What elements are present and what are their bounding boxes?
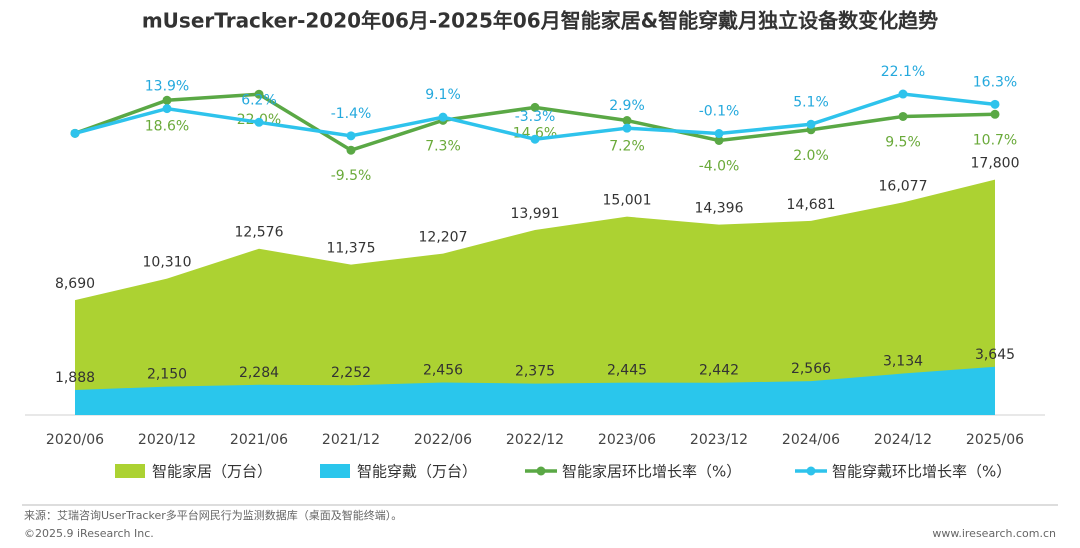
legend-swatch — [320, 464, 350, 478]
data-label: -0.1% — [699, 104, 740, 120]
legend-label: 智能穿戴环比增长率（%） — [832, 463, 1011, 481]
line-point — [622, 123, 632, 133]
data-label: 2,284 — [239, 365, 279, 381]
data-label: 6.2% — [241, 92, 277, 108]
line-point — [530, 134, 540, 144]
line-point — [622, 116, 632, 126]
legend-label: 智能穿戴（万台） — [357, 463, 477, 481]
chart-title: mUserTracker-2020年06月-2025年06月智能家居&智能穿戴月… — [142, 9, 938, 33]
x-tick-label: 2020/12 — [138, 432, 196, 448]
data-label: 7.2% — [609, 139, 645, 155]
data-label: 15,001 — [603, 193, 652, 209]
legend-swatch — [536, 466, 546, 476]
x-tick-label: 2023/06 — [598, 432, 656, 448]
data-label: -1.4% — [331, 106, 372, 122]
line-point — [162, 104, 172, 114]
line-point — [346, 145, 356, 155]
data-label: 2,445 — [607, 363, 647, 379]
source-note: 来源：艾瑞咨询UserTracker多平台网民行为监测数据库（桌面及智能终端）。 — [24, 508, 402, 522]
data-label: 22.1% — [881, 64, 925, 80]
data-label: 16,077 — [879, 178, 928, 194]
line-point — [714, 129, 724, 139]
x-tick-label: 2022/06 — [414, 432, 472, 448]
data-label: -9.5% — [331, 168, 372, 184]
data-label: 3,134 — [883, 354, 923, 370]
data-label: -3.3% — [515, 109, 556, 125]
data-label: 12,576 — [235, 225, 284, 241]
data-label: 8,690 — [55, 276, 95, 292]
data-label: 9.1% — [425, 87, 461, 103]
line-point — [346, 131, 356, 141]
data-label: 13.9% — [145, 79, 189, 95]
line-point — [254, 89, 264, 99]
data-label: 2,252 — [331, 365, 371, 381]
data-label: 2.0% — [793, 148, 829, 164]
data-label: 2,442 — [699, 363, 739, 379]
legend-swatch — [806, 466, 816, 476]
data-label: 1,888 — [55, 370, 95, 386]
data-label: 2,150 — [147, 367, 187, 383]
line-point — [898, 89, 908, 99]
x-tick-label: 2025/06 — [966, 432, 1024, 448]
data-label: 2,375 — [515, 364, 555, 380]
data-label: 9.5% — [885, 134, 921, 150]
legend-label: 智能家居（万台） — [152, 463, 272, 481]
copyright: ©2025.9 iResearch Inc. — [24, 527, 154, 540]
area — [75, 179, 995, 415]
data-label: 2,456 — [423, 363, 463, 379]
x-tick-label: 2021/12 — [322, 432, 380, 448]
data-label: 12,207 — [419, 230, 468, 246]
line-point — [990, 109, 1000, 119]
line-point — [714, 135, 724, 145]
x-tick-label: 2022/12 — [506, 432, 564, 448]
data-label: 13,991 — [511, 206, 560, 222]
data-label: 16.3% — [973, 74, 1017, 90]
data-label: 2,566 — [791, 361, 831, 377]
x-tick-label: 2024/12 — [874, 432, 932, 448]
data-label: 18.6% — [145, 118, 189, 134]
data-label: 10,310 — [143, 255, 192, 271]
line-point — [162, 95, 172, 105]
line-point — [806, 119, 816, 129]
x-tick-label: 2020/06 — [46, 432, 104, 448]
data-label: 7.3% — [425, 138, 461, 154]
website: www.iresearch.com.cn — [932, 527, 1056, 540]
data-label: 5.1% — [793, 94, 829, 110]
line-point — [990, 99, 1000, 109]
line-point — [254, 117, 264, 127]
data-label: 11,375 — [327, 241, 376, 257]
data-label: 2.9% — [609, 98, 645, 114]
data-label: 3,645 — [975, 347, 1015, 363]
data-label: 10.7% — [973, 132, 1017, 148]
x-tick-label: 2024/06 — [782, 432, 840, 448]
data-label: 14,396 — [695, 201, 744, 217]
data-label: 14,681 — [787, 197, 836, 213]
line-point — [530, 102, 540, 112]
x-tick-label: 2021/06 — [230, 432, 288, 448]
x-tick-label: 2023/12 — [690, 432, 748, 448]
line-point — [898, 111, 908, 121]
area — [75, 366, 995, 415]
data-label: -4.0% — [699, 158, 740, 174]
legend-swatch — [115, 464, 145, 478]
data-label: 17,800 — [971, 156, 1020, 172]
line-point — [70, 128, 80, 138]
legend-label: 智能家居环比增长率（%） — [562, 463, 741, 481]
line-point — [438, 112, 448, 122]
